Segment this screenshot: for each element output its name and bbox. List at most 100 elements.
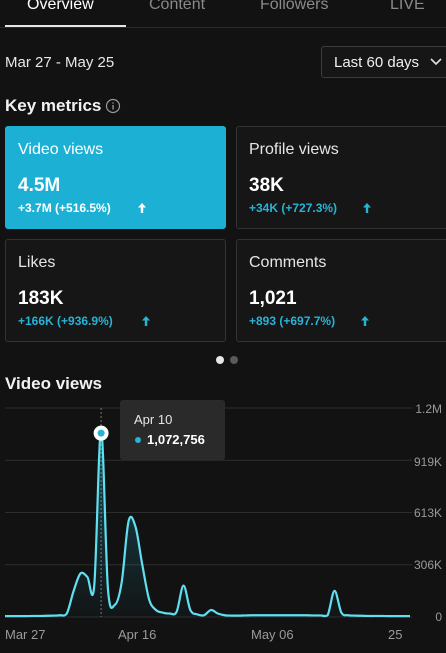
metric-delta: +34K (+727.3%)	[249, 201, 338, 215]
x-tick-label: Mar 27	[5, 627, 46, 642]
data-point	[279, 614, 281, 616]
data-point	[292, 614, 294, 616]
info-icon[interactable]	[105, 98, 121, 114]
views-line	[5, 429, 410, 618]
metric-label: Profile views	[249, 141, 339, 158]
tab-overview[interactable]: Overview	[27, 0, 94, 13]
data-point	[176, 611, 178, 613]
data-point	[31, 615, 33, 617]
data-point	[382, 615, 384, 617]
metric-card-video-views[interactable]: Video views 4.5M +3.7M (+516.5%)	[5, 126, 226, 229]
data-point	[141, 564, 143, 566]
tabs-divider	[0, 27, 446, 28]
period-dropdown[interactable]: Last 60 days	[321, 46, 446, 78]
metric-value: 183K	[18, 288, 64, 309]
metric-card-profile-views[interactable]: Profile views 38K +34K (+727.3%)	[236, 126, 446, 229]
data-point	[80, 572, 82, 574]
tooltip-series-dot	[135, 437, 141, 443]
data-point	[285, 614, 287, 616]
data-point	[395, 615, 397, 617]
tooltip-date: Apr 10	[134, 412, 173, 427]
data-point	[86, 576, 88, 578]
metric-card-likes[interactable]: Likes 183K +166K (+936.9%)	[5, 239, 226, 342]
y-tick-label: 613K	[413, 506, 442, 520]
key-metrics-title: Key metrics	[5, 96, 102, 115]
data-point	[217, 613, 219, 615]
data-point	[11, 615, 13, 617]
page-dot[interactable]	[230, 356, 238, 364]
arrow-up-icon	[138, 203, 146, 213]
data-point	[203, 614, 205, 616]
chart-title: Video views	[5, 374, 103, 393]
data-point	[52, 615, 54, 617]
data-point	[244, 614, 246, 616]
arrow-up-icon	[363, 203, 371, 213]
data-point	[107, 588, 109, 590]
data-point	[128, 520, 130, 522]
data-point	[59, 614, 61, 616]
data-point	[231, 615, 233, 617]
data-point	[265, 614, 267, 616]
data-point	[258, 614, 260, 616]
data-point	[189, 609, 191, 611]
metric-label: Likes	[18, 254, 56, 271]
data-point	[306, 614, 308, 616]
data-point	[45, 615, 47, 617]
data-point	[251, 614, 253, 616]
data-point	[361, 615, 363, 617]
data-point	[388, 615, 390, 617]
data-point	[196, 613, 198, 615]
data-point	[66, 613, 68, 615]
data-point	[162, 612, 164, 614]
metric-value: 4.5M	[18, 175, 61, 196]
data-point	[182, 585, 184, 587]
data-point	[155, 609, 157, 611]
data-point	[340, 612, 342, 614]
y-tick-label: 0	[435, 610, 442, 624]
data-point	[347, 614, 349, 616]
metric-value: 38K	[249, 175, 284, 196]
data-point	[327, 614, 329, 616]
chevron-down-icon	[430, 58, 442, 66]
carousel-page-indicator[interactable]	[216, 351, 244, 369]
data-point	[4, 615, 6, 617]
page-dot-active[interactable]	[216, 356, 224, 364]
tab-live[interactable]: LIVE	[390, 0, 425, 13]
data-point	[169, 613, 171, 615]
data-point	[93, 585, 95, 587]
x-tick-label: May 06	[251, 627, 294, 642]
data-point	[368, 615, 370, 617]
x-tick-label: 25	[388, 627, 403, 642]
data-point	[320, 614, 322, 616]
tab-bar: Overview Content Followers LIVE	[0, 0, 446, 28]
tab-content[interactable]: Content	[149, 0, 206, 13]
data-point	[121, 581, 123, 583]
metric-delta: +893 (+697.7%)	[249, 314, 336, 328]
metric-label: Video views	[18, 141, 104, 158]
highlight-point-core	[97, 429, 105, 437]
tab-followers[interactable]: Followers	[260, 0, 329, 13]
period-dropdown-value: Last 60 days	[334, 54, 420, 71]
tooltip-value: 1,072,756	[147, 432, 205, 447]
date-range-label: Mar 27 - May 25	[5, 54, 115, 71]
data-point	[375, 615, 377, 617]
y-tick-label: 919K	[413, 455, 442, 469]
active-tab-indicator	[5, 25, 126, 27]
metric-delta: +166K (+936.9%)	[18, 314, 113, 328]
data-point	[313, 614, 315, 616]
arrow-up-icon	[142, 316, 150, 326]
data-point	[25, 615, 27, 617]
x-tick-label: Apr 16	[118, 627, 157, 642]
y-tick-label: 1.2M	[415, 402, 442, 416]
y-tick-label: 306K	[413, 558, 442, 572]
data-point	[402, 615, 404, 617]
data-point	[73, 590, 75, 592]
metric-value: 1,021	[249, 288, 297, 309]
data-point	[134, 525, 136, 527]
metric-delta: +3.7M (+516.5%)	[18, 201, 111, 215]
data-point	[354, 615, 356, 617]
data-point	[272, 614, 274, 616]
data-point	[148, 599, 150, 601]
data-point	[237, 615, 239, 617]
metric-card-comments[interactable]: Comments 1,021 +893 (+697.7%)	[236, 239, 446, 342]
